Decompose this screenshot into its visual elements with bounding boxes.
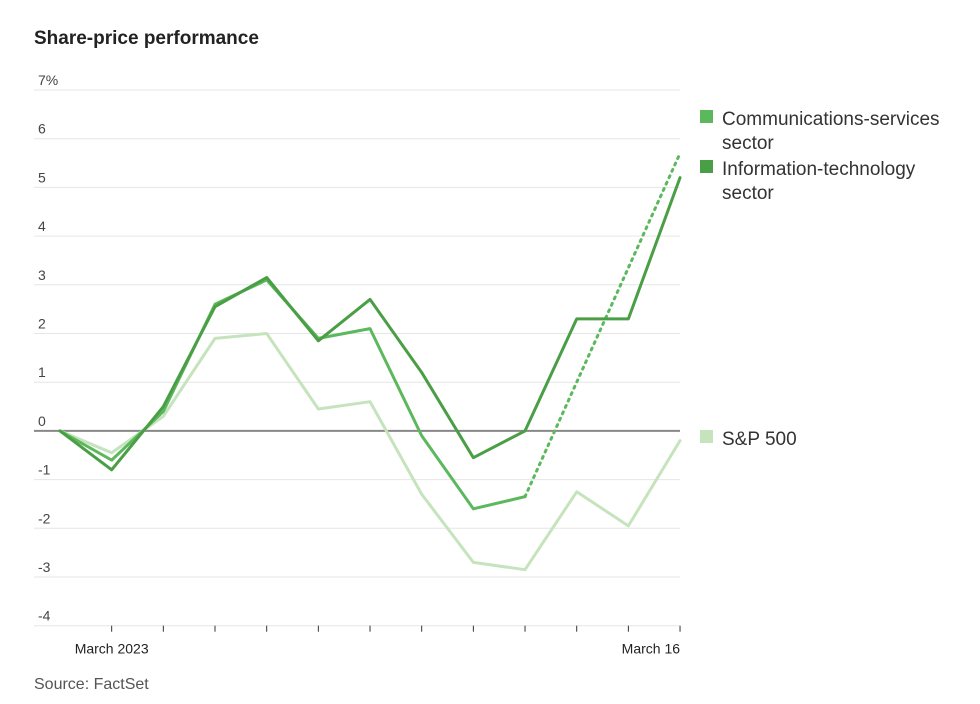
legend-label: sector: [722, 183, 774, 204]
y-tick-label: 1: [38, 364, 46, 380]
y-axis-ticks: 7% 6 5 4 3 2 1 0 -1 -2 -3 -4: [38, 72, 58, 624]
series-dotted-projection: [523, 151, 682, 499]
y-tick-label: -3: [38, 559, 51, 575]
series-line-communications: [58, 278, 527, 511]
y-tick-label: 2: [38, 316, 46, 332]
y-tick-label: -4: [38, 608, 51, 624]
legend-label: Information-technology: [722, 159, 916, 180]
legend: Communications-services sector Information…: [700, 109, 940, 450]
legend-label: S&P 500: [722, 429, 797, 450]
x-tick-label: March 2023: [75, 641, 149, 657]
x-tick-label: March 16: [622, 641, 681, 657]
legend-swatch: [700, 160, 713, 173]
y-tick-label: 4: [38, 218, 46, 234]
series-line-sp500: [58, 332, 682, 572]
y-tick-label: 6: [38, 121, 46, 137]
legend-swatch: [700, 430, 713, 443]
grid: [34, 89, 680, 627]
y-tick-label: 0: [38, 413, 46, 429]
legend-label: sector: [722, 133, 774, 154]
x-axis-ticks: March 2023 March 16: [75, 625, 681, 657]
y-tick-label: -2: [38, 510, 51, 526]
y-tick-label: 7%: [38, 72, 58, 88]
y-tick-label: -1: [38, 462, 51, 478]
chart-title: Share-price performance: [34, 28, 259, 49]
legend-swatch: [700, 110, 713, 123]
series-lines: [58, 151, 682, 572]
series-line-information-technology: [58, 176, 682, 472]
legend-label: Communications-services: [722, 109, 940, 130]
y-tick-label: 3: [38, 267, 46, 283]
y-tick-label: 5: [38, 169, 46, 185]
source-note: Source: FactSet: [34, 676, 149, 693]
